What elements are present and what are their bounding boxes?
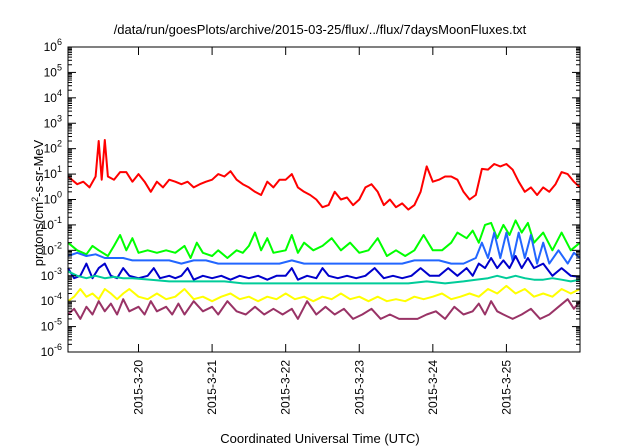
y-tick-label: 106 [44,37,62,54]
y-tick-exponent: -1 [54,215,62,225]
x-tick-label: 2015-3-22 [279,360,293,415]
y-tick-base: 10 [44,65,58,79]
y-tick-exponent: 6 [57,37,62,47]
series-line-7 [67,298,581,320]
y-tick-exponent: -6 [54,342,62,352]
x-tick-label: 2015-3-24 [426,360,440,415]
y-tick-label: 10-5 [41,317,62,334]
series-layer [67,139,581,320]
y-tick-base: 10 [44,91,58,105]
y-tick-base: 10 [41,320,55,334]
y-tick-base: 10 [44,193,58,207]
axis-layer: 10-610-510-410-310-210-11001011021031041… [41,37,580,415]
y-tick-label: 10-6 [41,342,62,359]
y-tick-exponent: 0 [57,190,62,200]
x-tick-label: 2015-3-21 [205,360,219,415]
y-tick-base: 10 [41,345,55,359]
y-tick-base: 10 [44,116,58,130]
series-line-1 [67,139,581,211]
y-tick-base: 10 [41,243,55,257]
x-axis-label: Coordinated Universal Time (UTC) [220,431,420,446]
y-tick-exponent: -5 [54,317,62,327]
y-tick-label: 101 [44,164,62,181]
series-line-5 [67,270,581,285]
y-tick-base: 10 [44,142,58,156]
y-tick-exponent: 3 [57,113,62,123]
chart-title: /data/run/goesPlots/archive/2015-03-25/f… [113,22,527,37]
y-tick-label: 10-4 [41,291,62,308]
series-line-3 [67,231,581,265]
y-tick-base: 10 [41,294,55,308]
y-tick-label: 100 [44,190,62,207]
y-tick-exponent: 2 [57,139,62,149]
y-tick-base: 10 [44,40,58,54]
x-tick-label: 2015-3-23 [352,360,366,415]
y-tick-exponent: 1 [57,164,62,174]
y-tick-exponent: 4 [57,88,62,98]
y-tick-label: 10-2 [41,240,62,257]
y-tick-label: 102 [44,139,62,156]
series-line-6 [67,284,581,303]
y-tick-base: 10 [41,218,55,232]
series-line-2 [67,219,581,259]
y-tick-label: 103 [44,113,62,130]
x-tick-label: 2015-3-25 [499,360,513,415]
plot-frame [67,46,581,353]
y-tick-label: 10-3 [41,266,62,283]
y-tick-exponent: -2 [54,240,62,250]
y-tick-exponent: 5 [57,62,62,72]
y-tick-exponent: -3 [54,266,62,276]
y-tick-label: 105 [44,62,62,79]
x-tick-label: 2015-3-20 [132,360,146,415]
y-tick-base: 10 [44,167,58,181]
y-tick-label: 104 [44,88,62,105]
y-tick-label: 10-1 [41,215,62,232]
y-tick-base: 10 [41,269,55,283]
y-tick-exponent: -4 [54,291,62,301]
